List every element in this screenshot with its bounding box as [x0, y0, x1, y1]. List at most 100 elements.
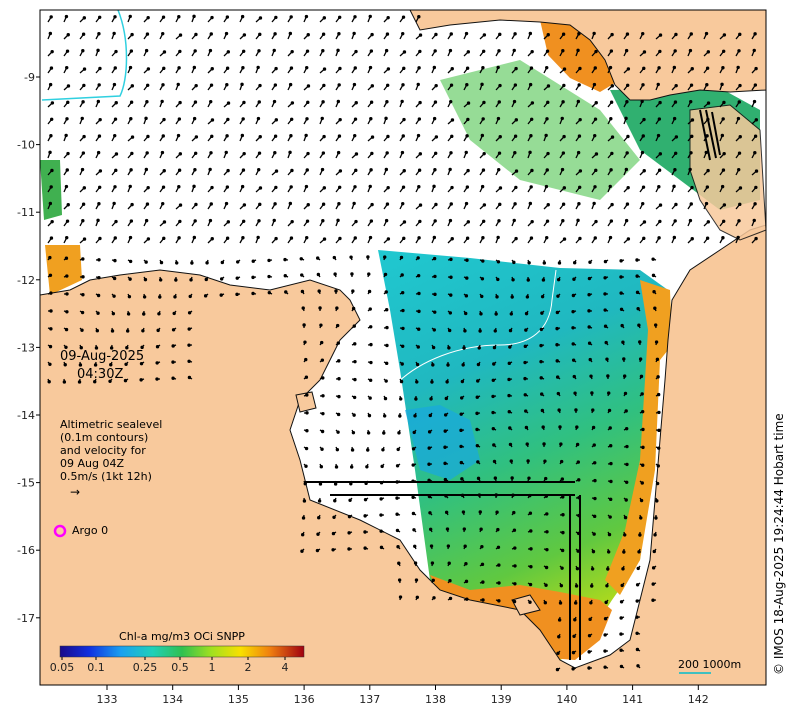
velocity-arrow-head: [540, 408, 545, 413]
velocity-arrow-head: [146, 15, 150, 20]
velocity-arrow-head: [606, 567, 610, 571]
velocity-arrow-head: [142, 312, 146, 316]
velocity-arrow-head: [354, 101, 358, 105]
velocity-arrow-head: [353, 133, 357, 138]
velocity-arrow-head: [690, 134, 694, 139]
colorbar-tick-label: 0.1: [87, 661, 105, 674]
velocity-arrow-head: [528, 82, 533, 87]
velocity-arrow-head: [97, 275, 101, 280]
velocity-arrow-head: [493, 476, 498, 480]
velocity-arrow-head: [385, 83, 390, 87]
velocity-arrow-head: [529, 565, 533, 569]
velocity-arrow-head: [491, 394, 495, 399]
velocity-arrow-head: [305, 429, 309, 433]
velocity-arrow-head: [177, 66, 181, 70]
velocity-arrow-head: [401, 326, 405, 331]
velocity-arrow-head: [655, 357, 660, 362]
velocity-arrow-head: [130, 151, 134, 156]
velocity-arrow-head: [705, 66, 710, 70]
velocity-arrow-head: [466, 101, 471, 105]
velocity-arrow-head: [82, 186, 87, 190]
velocity-arrow-head: [592, 31, 596, 36]
velocity-arrow-head: [48, 82, 53, 87]
velocity-arrow-head: [512, 218, 516, 223]
velocity-arrow-head: [460, 379, 465, 384]
velocity-arrow-head: [605, 357, 609, 361]
velocity-arrow-head: [384, 167, 389, 172]
velocity-arrow-head: [395, 528, 400, 533]
velocity-arrow-head: [513, 564, 517, 568]
velocity-arrow-head: [48, 362, 52, 366]
velocity-arrow-head: [321, 202, 326, 206]
velocity-arrow-head: [363, 497, 368, 502]
velocity-arrow-head: [609, 479, 613, 484]
velocity-arrow-head: [555, 343, 559, 347]
velocity-arrow-head: [498, 135, 502, 139]
velocity-arrow-head: [464, 579, 469, 584]
velocity-arrow-head: [96, 99, 101, 104]
velocity-arrow-head: [289, 236, 294, 240]
velocity-arrow-head: [49, 15, 53, 19]
velocity-arrow-head: [593, 117, 598, 121]
velocity-arrow-head: [351, 289, 355, 293]
velocity-arrow-head: [465, 83, 469, 87]
velocity-arrow-head: [225, 15, 230, 19]
velocity-arrow-head: [637, 550, 641, 554]
lat-tick-label: -14: [17, 409, 35, 422]
velocity-arrow-head: [193, 219, 197, 223]
velocity-arrow-head: [219, 277, 224, 281]
velocity-arrow-head: [428, 511, 432, 515]
velocity-arrow-head: [656, 392, 661, 397]
velocity-arrow-head: [379, 545, 384, 550]
velocity-arrow-head: [50, 49, 54, 54]
velocity-arrow-head: [434, 135, 439, 139]
velocity-arrow-head: [411, 447, 416, 451]
velocity-arrow-head: [509, 312, 514, 316]
velocity-arrow-head: [513, 134, 518, 138]
velocity-arrow-head: [449, 293, 453, 297]
velocity-arrow-head: [497, 167, 501, 172]
velocity-arrow-head: [587, 309, 591, 313]
velocity-arrow-head: [576, 48, 580, 53]
velocity-arrow-head: [529, 117, 534, 121]
velocity-arrow-head: [625, 462, 629, 467]
argo-marker[interactable]: [53, 524, 67, 538]
velocity-arrow-head: [348, 498, 352, 502]
velocity-arrow-head: [447, 328, 452, 333]
velocity-arrow-head: [350, 272, 354, 276]
velocity-arrow-head: [619, 275, 623, 279]
velocity-arrow-head: [625, 32, 630, 36]
velocity-arrow-head: [529, 66, 534, 70]
velocity-arrow-head: [210, 118, 215, 122]
velocity-arrow-head: [366, 255, 370, 259]
velocity-arrow-head: [736, 235, 740, 240]
velocity-arrow-head: [705, 185, 710, 189]
velocity-arrow-head: [466, 50, 471, 54]
velocity-arrow-head: [337, 83, 341, 87]
velocity-arrow-head: [304, 133, 308, 138]
velocity-arrow-head: [415, 595, 420, 600]
velocity-arrow-head: [448, 48, 453, 53]
velocity-arrow-head: [642, 169, 646, 173]
velocity-arrow-head: [363, 514, 367, 518]
velocity-arrow-head: [80, 116, 84, 121]
velocity-arrow-head: [226, 168, 230, 173]
velocity-arrow-head: [139, 378, 143, 382]
velocity-arrow-head: [384, 361, 389, 366]
velocity-arrow-head: [610, 151, 614, 156]
velocity-arrow-head: [635, 290, 640, 295]
velocity-arrow-head: [480, 562, 485, 567]
velocity-arrow-head: [49, 291, 53, 295]
velocity-arrow-head: [608, 235, 613, 240]
velocity-arrow-head: [305, 168, 309, 172]
velocity-arrow-head: [544, 476, 548, 481]
velocity-arrow-head: [130, 32, 134, 37]
velocity-arrow-head: [754, 185, 758, 190]
velocity-arrow-head: [481, 66, 485, 70]
velocity-arrow-head: [272, 48, 276, 53]
velocity-arrow-head: [651, 582, 655, 586]
velocity-arrow-head: [624, 218, 629, 223]
velocity-arrow-head: [546, 33, 550, 37]
velocity-arrow-head: [93, 380, 97, 384]
land-layer: [39, 9, 767, 686]
